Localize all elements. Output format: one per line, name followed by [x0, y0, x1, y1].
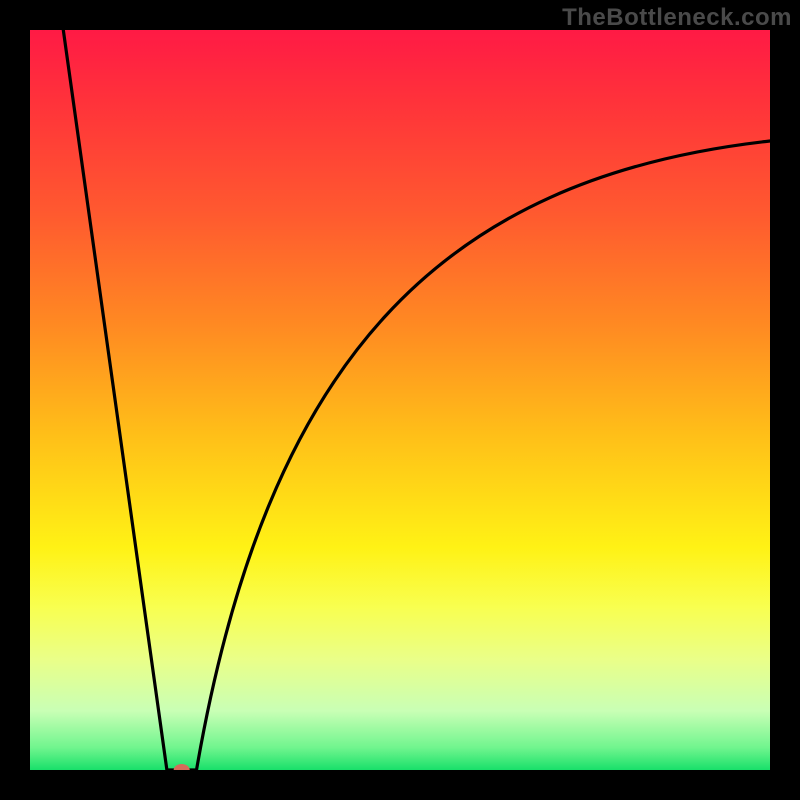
- gradient-background: [30, 30, 770, 770]
- bottleneck-chart: [0, 0, 800, 800]
- watermark-text: TheBottleneck.com: [562, 4, 792, 32]
- plot-area: [30, 30, 770, 776]
- chart-container: TheBottleneck.com: [0, 0, 800, 800]
